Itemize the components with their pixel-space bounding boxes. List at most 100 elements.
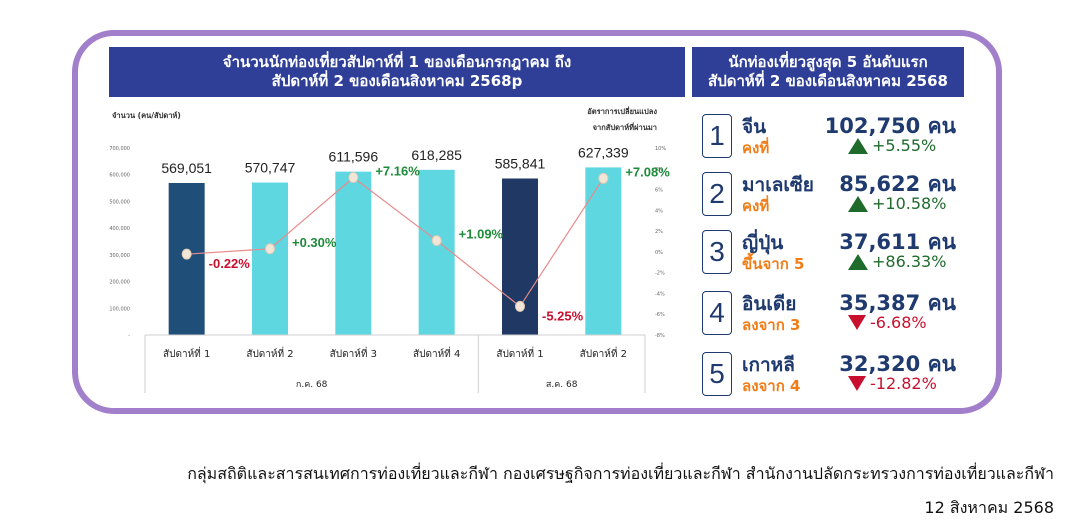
change-label: +0.30%: [292, 235, 337, 250]
x-tick-labels: สัปดาห์ที่ 1 สัปดาห์ที่ 2 สัปดาห์ที่ 3 สัปด…: [144, 334, 646, 393]
rank-number: 3: [702, 230, 732, 274]
change-point: [265, 243, 275, 255]
y-right-tick-label: -2%: [655, 271, 665, 277]
y-left-ticks: - 100,000 200,000 300,000 400,000 500,000 600,…: [109, 146, 130, 339]
ranking-row: 5 เกาหลี ลงจาก 4 32,320 คน -12.82%: [700, 348, 970, 400]
change-label: -0.22%: [209, 256, 251, 271]
y-left-axis-label: จำนวน (คน/สัปดาห์): [112, 111, 181, 120]
x-tick-label: สัปดาห์ที่ 2: [246, 346, 293, 360]
ranking-row: 4 อินเดีย ลงจาก 3 35,387 คน -6.68%: [700, 287, 970, 339]
y-right-tick-label: 0%: [655, 250, 663, 256]
y-right-axis-label-line2: จากสัปดาห์ที่ผ่านมา: [592, 123, 657, 132]
change-percent: -6.68%: [870, 313, 927, 332]
triangle-up-icon: [848, 195, 868, 212]
y-left-tick-label: 500,000: [109, 199, 130, 205]
triangle-down-icon: [848, 376, 866, 391]
y-left-tick-label: 100,000: [109, 306, 130, 312]
ranking-title-line2: สัปดาห์ที่ 2 ของเดือนสิงหาคม 2568: [708, 72, 948, 90]
tourist-count: 102,750 คน: [824, 114, 956, 138]
change-point: [181, 248, 192, 260]
x-tick-label: สัปดาห์ที่ 3: [330, 346, 377, 360]
triangle-down-icon: [848, 315, 866, 330]
rank-movement: คงที่: [742, 139, 770, 157]
x-tick-label: สัปดาห์ที่ 1: [163, 346, 210, 360]
change-indicator: -6.68%: [848, 313, 927, 332]
triangle-up-icon: [848, 253, 868, 270]
ranking-title-banner: นักท่องเที่ยวสูงสุด 5 อันดับแรก สัปดาห์ท…: [692, 47, 964, 97]
triangle-up-icon: [848, 137, 868, 154]
country-name: เกาหลี: [742, 354, 795, 376]
country-name: จีน: [742, 116, 767, 138]
footer-date: 12 สิงหาคม 2568: [924, 498, 1054, 517]
x-tick-label: สัปดาห์ที่ 1: [496, 346, 543, 360]
country-name: ญี่ปุ่น: [742, 232, 784, 254]
chart-title-line2: สัปดาห์ที่ 2 ของเดือนสิงหาคม 2568p: [271, 72, 523, 90]
change-point: [348, 172, 359, 184]
rank-movement: คงที่: [742, 197, 770, 215]
tourist-count: 32,320 คน: [839, 352, 956, 376]
y-right-axis-label-line1: อัตราการเปลี่ยนแปลง: [587, 107, 657, 116]
y-left-tick-label: 600,000: [109, 173, 130, 179]
y-left-tick-label: 400,000: [109, 226, 130, 232]
y-left-tick-label: 200,000: [109, 280, 130, 286]
change-indicator: +5.55%: [848, 136, 936, 155]
change-label: +7.16%: [375, 164, 420, 179]
group-label: ส.ค. 68: [546, 380, 578, 390]
y-right-tick-label: -4%: [655, 291, 665, 297]
change-point: [598, 172, 609, 184]
bar-value-label: 611,596: [329, 149, 379, 165]
y-left-tick-label: -: [128, 333, 130, 339]
y-right-tick-label: -6%: [655, 312, 665, 318]
tourist-count: 37,611 คน: [839, 230, 956, 254]
ranking-row: 3 ญี่ปุ่น ขึ้นจาก 5 37,611 คน +86.33%: [700, 226, 970, 278]
weekly-tourist-chart: - 100,000 200,000 300,000 400,000 500,000 600,…: [109, 144, 670, 393]
change-point: [515, 300, 525, 312]
change-label: -5.25%: [542, 308, 584, 323]
bar-value-label: 618,285: [411, 147, 462, 163]
bar: [585, 167, 622, 335]
ranking-title-line1: นักท่องเที่ยวสูงสุด 5 อันดับแรก: [728, 53, 928, 71]
change-line-path: [186, 176, 604, 308]
rank-number: 4: [702, 291, 732, 335]
change-percent: +86.33%: [872, 252, 947, 271]
rank-number: 1: [702, 114, 732, 158]
change-point: [431, 235, 442, 247]
bar: [418, 169, 455, 335]
bar-value-label: 627,339: [578, 144, 629, 160]
y-right-tick-label: 10%: [655, 146, 666, 152]
rank-movement: ลงจาก 3: [742, 316, 801, 334]
change-percent: +10.58%: [872, 194, 947, 213]
ranking-row: 2 มาเลเซีย คงที่ 85,622 คน +10.58%: [700, 168, 970, 220]
change-percent: -12.82%: [870, 374, 937, 393]
bar-value-labels: 569,051 570,747 611,596 618,285 585,841 627,3…: [161, 144, 628, 176]
y-right-tick-label: 6%: [655, 188, 663, 194]
bar-value-label: 585,841: [495, 155, 546, 171]
y-left-tick-label: 700,000: [109, 146, 130, 152]
x-tick-label: สัปดาห์ที่ 2: [580, 346, 627, 360]
rank-movement: ขึ้นจาก 5: [742, 255, 805, 273]
x-tick-label: สัปดาห์ที่ 4: [413, 346, 460, 360]
rank-number: 5: [702, 352, 732, 396]
bar-value-label: 570,747: [245, 160, 296, 176]
bar: [335, 171, 372, 335]
chart-title-banner: จำนวนนักท่องเที่ยวสัปดาห์ที่ 1 ของเดือนก…: [109, 47, 685, 97]
change-label: +7.08%: [625, 164, 670, 179]
country-name: อินเดีย: [742, 293, 797, 315]
y-right-tick-label: -8%: [655, 333, 665, 339]
change-line: -0.22% +0.30% +7.16% +1.09% -5.25% +7.08%: [181, 164, 670, 323]
rank-number: 2: [702, 172, 732, 216]
y-right-tick-label: 8%: [655, 167, 663, 173]
rank-movement: ลงจาก 4: [742, 377, 801, 395]
ranking-row: 1 จีน คงที่ 102,750 คน +5.55%: [700, 110, 970, 162]
y-left-tick-label: 300,000: [109, 253, 130, 259]
bar: [252, 182, 288, 335]
tourist-count: 85,622 คน: [839, 172, 956, 196]
group-label: ก.ค. 68: [296, 380, 328, 390]
change-label: +1.09%: [459, 227, 504, 242]
country-name: มาเลเซีย: [742, 174, 814, 196]
y-right-ticks: -8% -6% -4% -2% 0% 2% 4% 6% 8% 10%: [655, 146, 666, 339]
y-right-tick-label: 4%: [655, 208, 663, 214]
change-percent: +5.55%: [872, 136, 937, 155]
chart-title-line1: จำนวนนักท่องเที่ยวสัปดาห์ที่ 1 ของเดือนก…: [222, 53, 572, 71]
y-right-tick-label: 2%: [655, 229, 663, 235]
